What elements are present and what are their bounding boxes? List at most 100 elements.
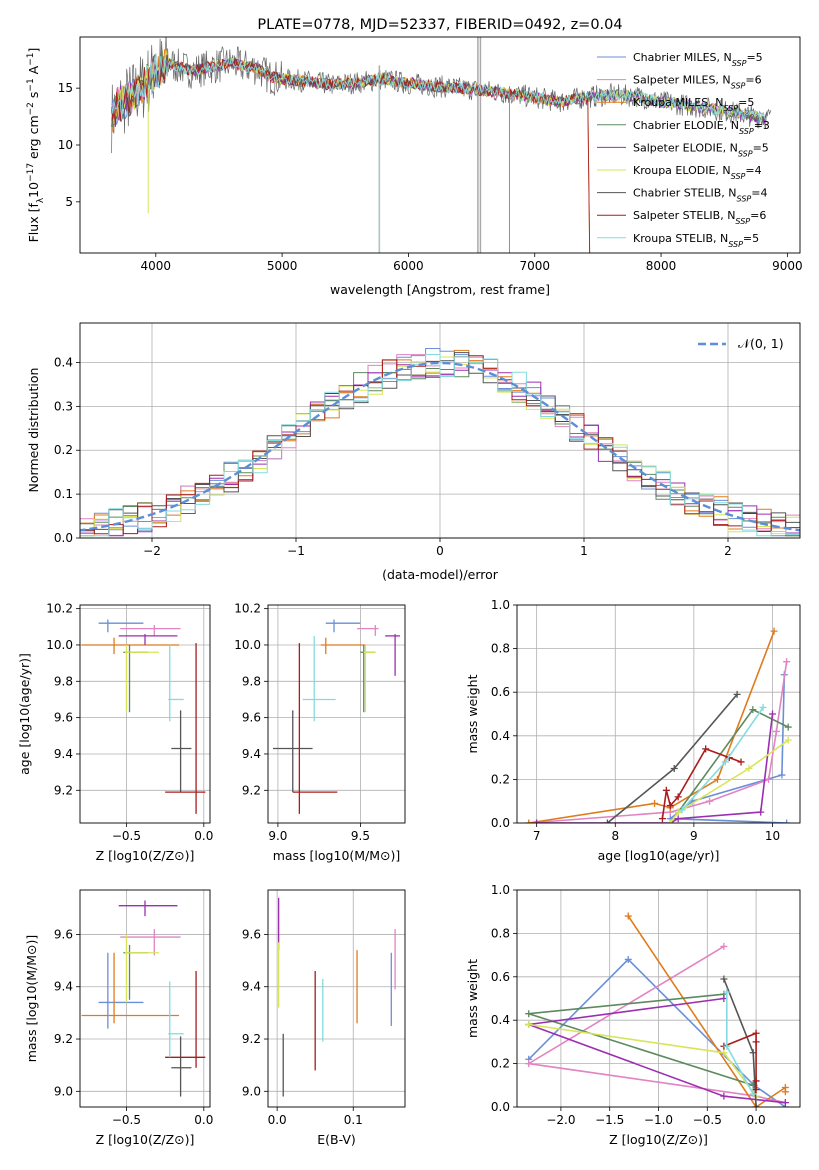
- weight-marker: [768, 710, 776, 718]
- weight-marker: [752, 1103, 760, 1107]
- legend-sub: SSP: [731, 172, 746, 181]
- legend-sub: SSP: [738, 149, 753, 158]
- age_vs_mass-panel: 9.0 9.5 9.2 9.4 9.6 9.8 10.0 10.2 mass [log10(M/…: [234, 602, 406, 863]
- x-axis-label: (data-model)/error: [382, 567, 499, 582]
- weight-marker: [770, 627, 778, 635]
- x-tick-label: −0.5: [693, 1113, 722, 1127]
- y-tick-label: 10.2: [46, 602, 73, 616]
- legend-entry: Chabrier MILES, NSSP=5: [633, 51, 763, 68]
- legend-value: =5: [738, 96, 754, 109]
- x-axis-label: Z [log10(Z/Z⊙)]: [96, 1132, 195, 1147]
- y-label-part: −1: [26, 53, 36, 66]
- weight-marker: [781, 1099, 789, 1107]
- y-tick-label: 9.4: [54, 747, 73, 761]
- weight-marker: [757, 808, 765, 816]
- weight-marker: [666, 819, 674, 823]
- axes-frame: [79, 889, 211, 1108]
- x-tick-label: 2: [724, 544, 732, 558]
- legend-value: =3: [754, 119, 770, 132]
- legend-sub: SSP: [735, 217, 750, 226]
- x-tick-label: −2: [143, 544, 161, 558]
- y-tick-label: 0.4: [491, 729, 510, 743]
- x-tick-label: −2.0: [546, 1113, 575, 1127]
- legend-value: =6: [750, 209, 766, 222]
- mass_vs_Z-panel: −0.5 0.0 9.0 9.2 9.4 9.6 Z [log10(Z/Z⊙)] mass […: [24, 889, 213, 1147]
- x-tick-label: 0: [436, 544, 444, 558]
- legend-entry: Kroupa MILES, NSSP=5: [633, 96, 754, 113]
- errorbars: [81, 619, 206, 814]
- y-tick-label: 0.2: [491, 772, 510, 786]
- y-label-part: λ: [36, 197, 46, 203]
- y-tick-label: 5: [65, 195, 73, 209]
- x-axis-label: wavelength [Angstrom, rest frame]: [330, 282, 550, 297]
- y-axis-label: Normed distribution: [26, 368, 41, 493]
- axes-frame: [267, 604, 406, 824]
- weight-marker: [674, 815, 682, 823]
- weight-marker: [674, 808, 682, 816]
- y-tick-label: 0.8: [491, 642, 510, 656]
- y-axis-label: age [log10(age/yr)]: [17, 653, 32, 775]
- weight-marker: [706, 797, 714, 805]
- y-tick-label: 9.2: [54, 783, 73, 797]
- y-label-part: −1: [26, 78, 36, 91]
- weight-marker: [733, 690, 741, 698]
- x-tick-label: 6000: [393, 259, 424, 273]
- weight-marker: [783, 658, 791, 666]
- y-axis-label: Flux [fλ10−17 erg cm−2 s−1 A−1]: [26, 48, 46, 243]
- y-tick-label: 0.2: [54, 443, 73, 457]
- weight-marker: [713, 775, 721, 783]
- weight-marker: [525, 819, 533, 823]
- legend-name: Chabrier STELIB, N: [633, 187, 737, 200]
- legend-sub: SSP: [731, 81, 746, 90]
- legend-entry: Kroupa ELODIE, NSSP=4: [633, 164, 762, 181]
- weight-marker: [784, 736, 792, 744]
- weight-series-1: [526, 945, 786, 1104]
- y-tick-label: 10.0: [46, 638, 73, 652]
- errorbars: [272, 619, 401, 814]
- model-spectrum-8: [111, 55, 767, 122]
- residuals-panel: −2 −1 0 1 2 0.0 0.1 0.2 0.3 0.4 𝒩(0, 1) (data-model…: [26, 322, 801, 582]
- weight-marker: [723, 988, 731, 996]
- weight-marker: [525, 1010, 533, 1018]
- legend-entry: Kroupa STELIB, NSSP=5: [633, 232, 759, 249]
- axes-frame: [516, 889, 801, 1108]
- x-tick-label: 4000: [141, 259, 172, 273]
- y-tick-label: 9.0: [54, 1084, 73, 1098]
- x-tick-label: −1: [287, 544, 305, 558]
- legend-name: Salpeter STELIB, N: [633, 209, 735, 222]
- y-tick-label: 0.8: [491, 926, 510, 940]
- histogram-8: [80, 354, 800, 537]
- axes-frame: [267, 889, 406, 1108]
- legend-entry: 𝒩(0, 1): [738, 336, 784, 351]
- y-tick-label: 9.4: [242, 980, 261, 994]
- weight-marker: [745, 765, 753, 772]
- legend-value: =5: [746, 51, 762, 64]
- y-tick-label: 15: [58, 81, 73, 95]
- x-tick-label: 5000: [267, 259, 298, 273]
- y-label-part: −2: [26, 102, 36, 115]
- y-label-part: ]: [26, 48, 41, 53]
- legend-sub: SSP: [732, 59, 747, 68]
- weight-marker: [624, 955, 632, 963]
- x-tick-label: 10: [765, 829, 780, 843]
- x-tick-label: 9.0: [268, 829, 287, 843]
- weight-lines: [525, 912, 789, 1107]
- weight-marker: [670, 765, 678, 772]
- weight-marker: [749, 1090, 757, 1098]
- weight-marker: [752, 1038, 760, 1046]
- weight-marker: [525, 1021, 533, 1029]
- weight_vs_age-panel: 7 8 9 10 0.0 0.2 0.4 0.6 0.8 1.0 age [log10(age/yr…: [465, 598, 801, 863]
- y-label-part: 10: [26, 182, 41, 198]
- weight-marker: [603, 819, 611, 823]
- legend-name: Chabrier ELODIE, N: [633, 119, 739, 132]
- legend-entry: Salpeter STELIB, NSSP=6: [633, 209, 766, 226]
- weight-marker: [720, 942, 728, 950]
- y-tick-label: 9.6: [242, 711, 261, 725]
- x-tick-label: −0.5: [112, 829, 141, 843]
- y-label-part: s: [26, 92, 41, 103]
- y-tick-label: 0.4: [491, 1013, 510, 1027]
- x-tick-label: 9000: [772, 259, 803, 273]
- weight-marker: [784, 723, 792, 731]
- histograms: [80, 348, 800, 537]
- x-tick-label: 1: [580, 544, 588, 558]
